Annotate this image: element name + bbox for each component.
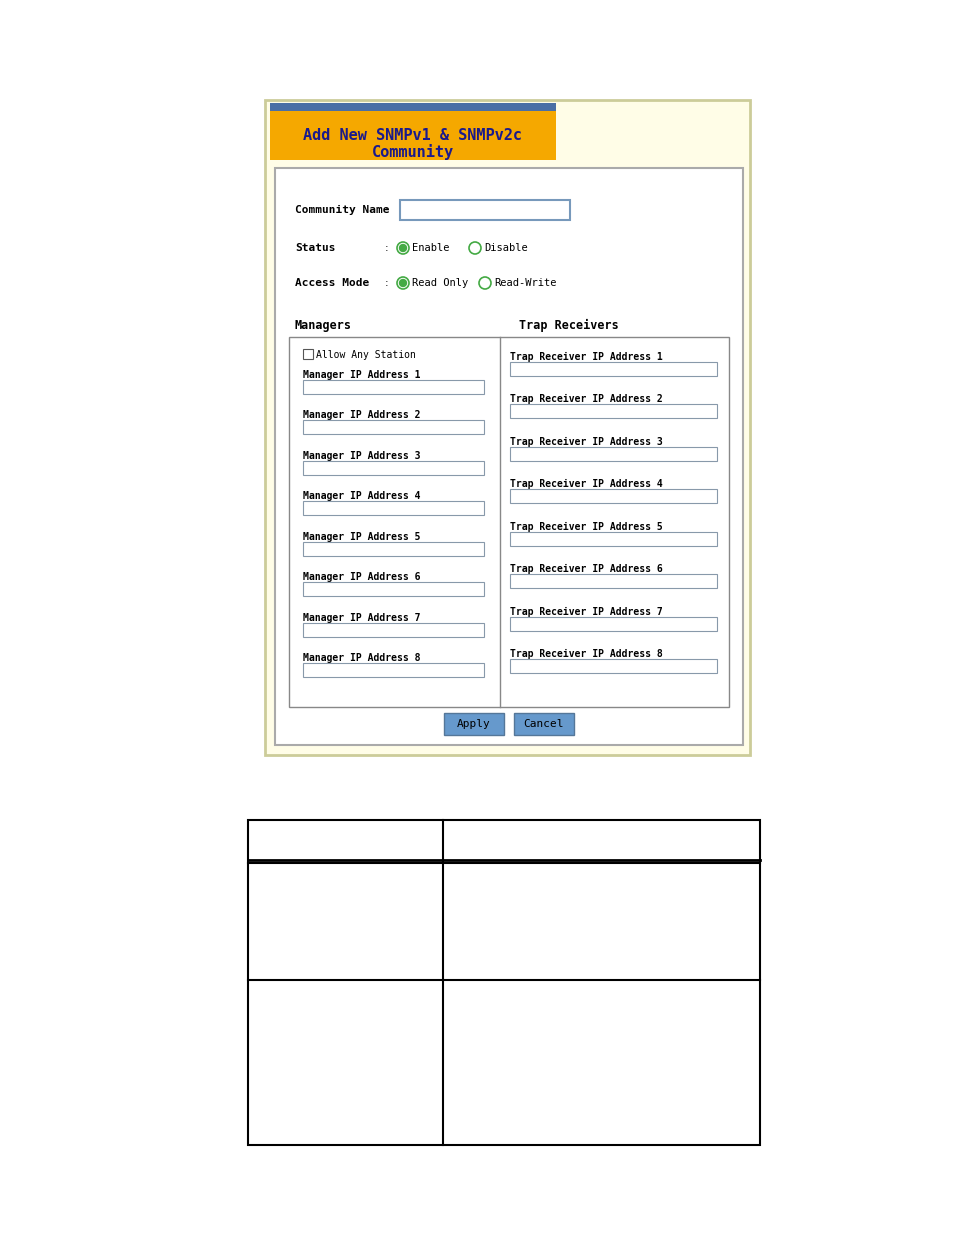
- Text: Trap Receiver IP Address 8: Trap Receiver IP Address 8: [510, 650, 662, 659]
- Bar: [303, 583, 484, 597]
- Text: Manager IP Address 2: Manager IP Address 2: [303, 410, 420, 420]
- Text: Trap Receiver IP Address 7: Trap Receiver IP Address 7: [510, 606, 662, 616]
- Bar: [303, 663, 484, 678]
- Bar: [289, 337, 728, 706]
- Text: Allow Any Station: Allow Any Station: [315, 350, 416, 359]
- Text: Trap Receiver IP Address 4: Trap Receiver IP Address 4: [510, 479, 662, 489]
- Bar: [270, 103, 556, 111]
- Circle shape: [399, 245, 406, 252]
- Bar: [265, 100, 749, 755]
- Bar: [443, 713, 503, 735]
- Text: Status: Status: [294, 243, 335, 253]
- Bar: [303, 501, 484, 515]
- Bar: [303, 542, 484, 556]
- Bar: [248, 820, 760, 1145]
- Text: Manager IP Address 7: Manager IP Address 7: [303, 613, 420, 622]
- Bar: [303, 420, 484, 435]
- Text: Access Mode: Access Mode: [294, 278, 369, 288]
- Bar: [303, 461, 484, 475]
- Text: :: :: [385, 243, 388, 253]
- Bar: [270, 103, 556, 161]
- Bar: [303, 622, 484, 637]
- Text: Manager IP Address 5: Manager IP Address 5: [303, 532, 420, 542]
- Bar: [274, 168, 742, 745]
- Text: Trap Receiver IP Address 2: Trap Receiver IP Address 2: [510, 394, 662, 404]
- Bar: [514, 713, 574, 735]
- Bar: [510, 404, 717, 419]
- Bar: [303, 380, 484, 394]
- Bar: [510, 489, 717, 504]
- Text: Trap Receiver IP Address 1: Trap Receiver IP Address 1: [510, 352, 662, 362]
- Text: Cancel: Cancel: [523, 719, 563, 729]
- Circle shape: [399, 279, 406, 287]
- Text: Community Name: Community Name: [294, 205, 389, 215]
- Text: :: :: [385, 205, 388, 215]
- Text: Add New SNMPv1 & SNMPv2c: Add New SNMPv1 & SNMPv2c: [303, 128, 522, 143]
- Bar: [510, 574, 717, 588]
- Text: Managers: Managers: [294, 319, 352, 331]
- Text: Read-Write: Read-Write: [494, 278, 556, 288]
- Text: Community: Community: [372, 143, 454, 159]
- Bar: [510, 616, 717, 631]
- Bar: [510, 659, 717, 673]
- Text: :: :: [385, 278, 388, 288]
- Text: Read Only: Read Only: [412, 278, 468, 288]
- Text: Trap Receiver IP Address 5: Trap Receiver IP Address 5: [510, 521, 662, 532]
- Text: Trap Receivers: Trap Receivers: [518, 319, 618, 331]
- Text: Enable: Enable: [412, 243, 449, 253]
- Text: Trap Receiver IP Address 3: Trap Receiver IP Address 3: [510, 437, 662, 447]
- Bar: [510, 532, 717, 546]
- Text: Manager IP Address 8: Manager IP Address 8: [303, 653, 420, 663]
- Text: Manager IP Address 6: Manager IP Address 6: [303, 573, 420, 583]
- Text: Manager IP Address 1: Manager IP Address 1: [303, 370, 420, 380]
- Bar: [510, 447, 717, 461]
- Text: Manager IP Address 3: Manager IP Address 3: [303, 451, 420, 461]
- Text: Trap Receiver IP Address 6: Trap Receiver IP Address 6: [510, 564, 662, 574]
- Text: Disable: Disable: [483, 243, 527, 253]
- Bar: [399, 200, 569, 220]
- Text: Apply: Apply: [456, 719, 491, 729]
- Text: Manager IP Address 4: Manager IP Address 4: [303, 492, 420, 501]
- Bar: [303, 350, 313, 359]
- Bar: [510, 362, 717, 375]
